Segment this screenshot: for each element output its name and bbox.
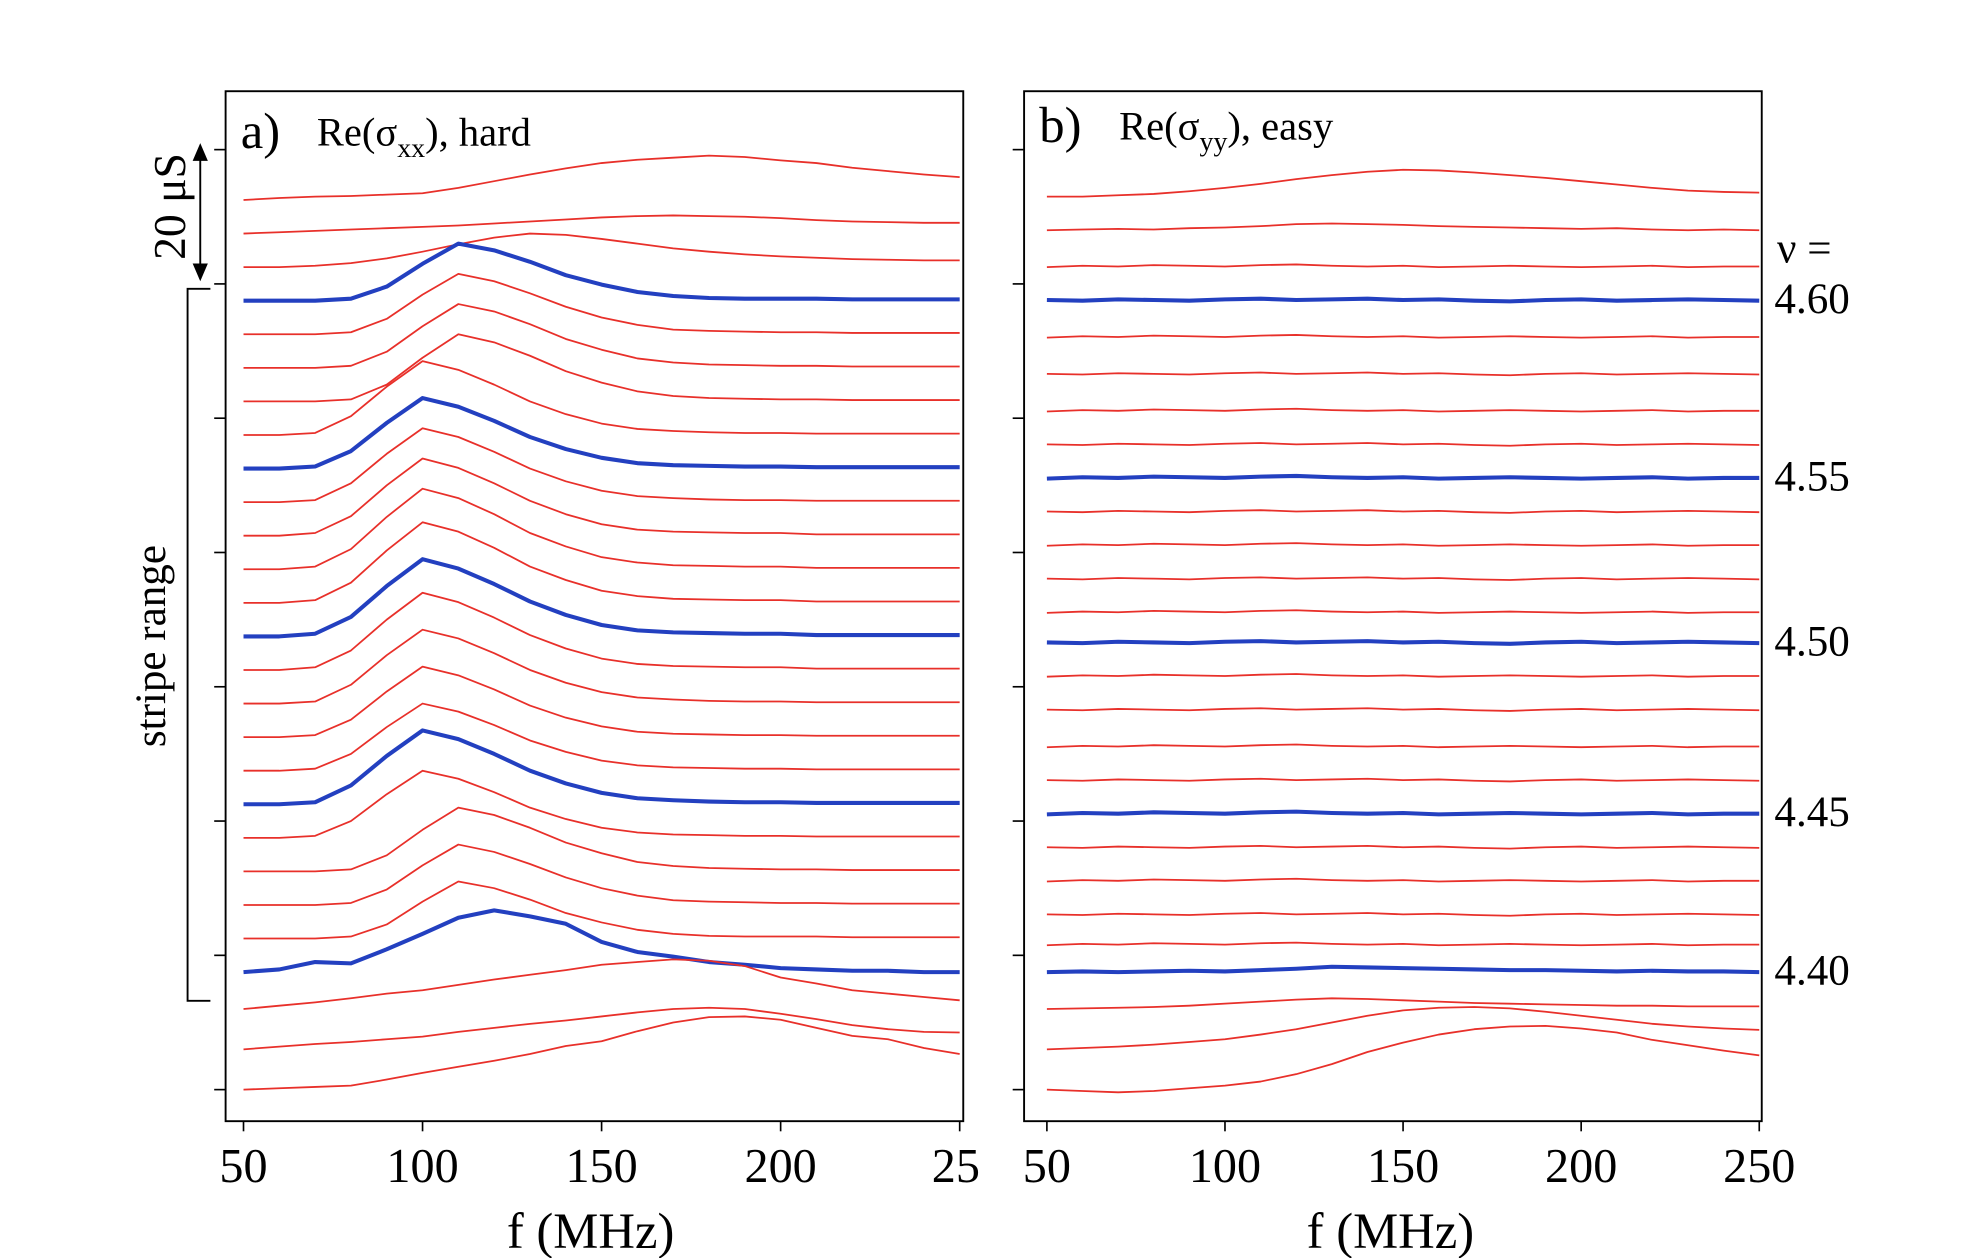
x-axis-label: f (MHz) — [1307, 1203, 1474, 1258]
trace — [1046, 707, 1760, 712]
x-axis-label: f (MHz) — [507, 1203, 674, 1258]
panel-label: a) — [241, 103, 280, 159]
panel-label: b) — [1039, 97, 1081, 153]
trace — [1046, 334, 1760, 339]
trace — [243, 1006, 960, 1051]
trace — [1046, 442, 1760, 447]
x-tick-label: 100 — [386, 1140, 458, 1193]
x-tick-label: 50 — [1023, 1140, 1071, 1193]
title-part: ), hard — [425, 110, 531, 155]
panel-title: Re(σxx), hard — [317, 110, 531, 164]
filling-factor-label: 4.55 — [1774, 453, 1849, 500]
trace — [243, 396, 960, 471]
x-tick-label: 250 — [1723, 1140, 1795, 1193]
panel-title: Re(σyy), easy — [1119, 103, 1334, 157]
x-tick-label: 200 — [745, 1140, 817, 1193]
trace — [243, 908, 960, 975]
title-subscript: yy — [1200, 127, 1228, 158]
x-tick-label: 100 — [1189, 1140, 1261, 1193]
trace — [1046, 371, 1760, 377]
trace — [1046, 941, 1760, 947]
trace — [243, 521, 960, 604]
x-tick-label: 25 — [932, 1140, 980, 1193]
title-subscript: xx — [397, 133, 425, 164]
filling-factor-label: 4.45 — [1774, 789, 1849, 836]
trace — [243, 241, 960, 303]
trace — [243, 769, 960, 839]
trace — [1046, 263, 1760, 269]
x-tick-label: 150 — [565, 1140, 637, 1193]
trace — [1046, 1024, 1760, 1094]
trace — [243, 303, 960, 369]
trace — [243, 487, 960, 571]
trace — [1046, 639, 1760, 646]
trace — [243, 628, 960, 705]
trace — [243, 154, 960, 201]
trace — [1046, 777, 1760, 783]
trace — [243, 880, 960, 940]
filling-factor-label: 4.40 — [1774, 948, 1849, 995]
trace — [243, 958, 960, 1010]
trace — [1046, 673, 1760, 678]
x-tick-label: 150 — [1367, 1140, 1439, 1193]
trace — [1046, 473, 1760, 481]
x-tick-label: 50 — [219, 1140, 267, 1193]
trace — [243, 806, 960, 873]
bracket — [186, 287, 211, 1002]
trace — [243, 214, 960, 235]
filling-factor-label: 4.60 — [1774, 276, 1849, 323]
trace — [1046, 296, 1760, 304]
trace — [1046, 609, 1760, 614]
trace — [1046, 542, 1760, 547]
title-part: ), easy — [1227, 103, 1334, 148]
x-tick-label: 200 — [1545, 1140, 1617, 1193]
trace — [243, 591, 960, 671]
trace — [243, 232, 960, 269]
trace — [243, 728, 960, 807]
trace — [1046, 964, 1760, 975]
trace — [243, 333, 960, 403]
trace — [1046, 509, 1760, 514]
trace — [243, 1015, 960, 1091]
scale-bar-label: 20 μS — [144, 153, 195, 260]
trace — [243, 427, 960, 504]
trace — [1046, 743, 1760, 749]
trace — [1046, 997, 1760, 1010]
trace — [1046, 1006, 1760, 1051]
trace — [243, 457, 960, 537]
trace — [1046, 222, 1760, 232]
bracket-label: stripe range — [128, 545, 175, 747]
trace — [243, 272, 960, 336]
trace — [243, 702, 960, 772]
title-part: Re(σ — [1119, 103, 1200, 148]
plot-frame — [224, 90, 965, 1123]
trace — [243, 843, 960, 906]
trace — [1046, 912, 1760, 917]
trace — [1046, 877, 1760, 883]
trace — [243, 360, 960, 436]
trace — [1046, 845, 1760, 850]
filling-factor-label: 4.50 — [1774, 619, 1849, 666]
trace — [1046, 809, 1760, 817]
trace — [1046, 168, 1760, 198]
filling-factor-title: ν = — [1777, 225, 1832, 272]
trace — [1046, 407, 1760, 413]
trace — [243, 557, 960, 639]
trace — [1046, 576, 1760, 581]
plot-frame — [1023, 90, 1763, 1123]
title-part: Re(σ — [317, 110, 398, 155]
trace — [243, 665, 960, 739]
